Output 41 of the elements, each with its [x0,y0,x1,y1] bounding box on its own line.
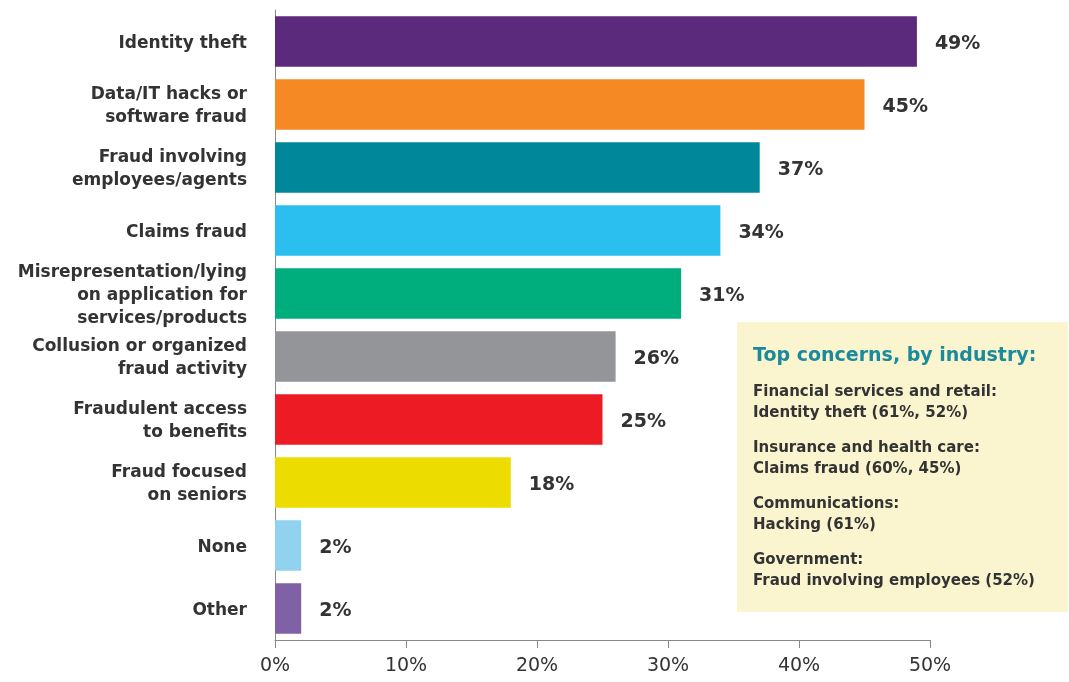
x-tick-label: 20% [515,652,559,675]
y-tick-label: Fraud focused on seniors [111,461,247,504]
y-tick-label: None [197,535,247,556]
bar [275,331,616,382]
bar [275,520,302,571]
data-label: 45% [882,93,928,116]
data-label: 26% [633,345,680,368]
annotation: Financial services and retail: Identity theft (61%, 52%) [753,381,997,421]
annotation: Government: Fraud involving employees (52%) [753,549,1035,589]
annotation: Top concerns, by industry: [753,343,1037,365]
bar [275,79,865,130]
bar [275,394,603,445]
y-tick-label: Data/IT hacks or software fraud [90,83,248,126]
bar [275,457,511,508]
y-tick-label: Collusion or organized fraud activity [32,335,247,378]
annotation: Insurance and health care: Claims fraud (60%, 45%) [753,437,980,477]
bar [275,583,302,634]
data-label: 18% [528,471,575,494]
y-tick-label: Claims fraud [126,220,247,241]
data-label: 49% [934,30,981,53]
y-tick-label: Fraudulent access to benefits [73,398,247,441]
y-tick-label: Other [192,598,248,619]
bar [275,205,721,256]
data-label: 34% [738,219,784,242]
data-label: 37% [777,156,824,179]
annotation: Communications: Hacking (61%) [753,493,900,533]
data-label: 2% [319,597,352,620]
y-tick-label: Misrepresentation/lying on application for services/products [17,260,248,327]
y-tick-label: Identity theft [118,31,247,52]
x-tick-label: 0% [259,652,291,675]
x-tick-label: 30% [646,652,690,675]
bar [275,16,917,67]
x-tick-label: 40% [777,652,821,675]
data-label: 31% [699,282,745,305]
bar [275,268,682,319]
data-label: 25% [620,408,666,431]
bar [275,142,760,193]
x-tick-label: 50% [908,652,952,675]
y-tick-label: Fraud involving employees/agents [72,146,247,189]
data-label: 2% [319,534,352,557]
x-tick-label: 10% [384,652,428,675]
